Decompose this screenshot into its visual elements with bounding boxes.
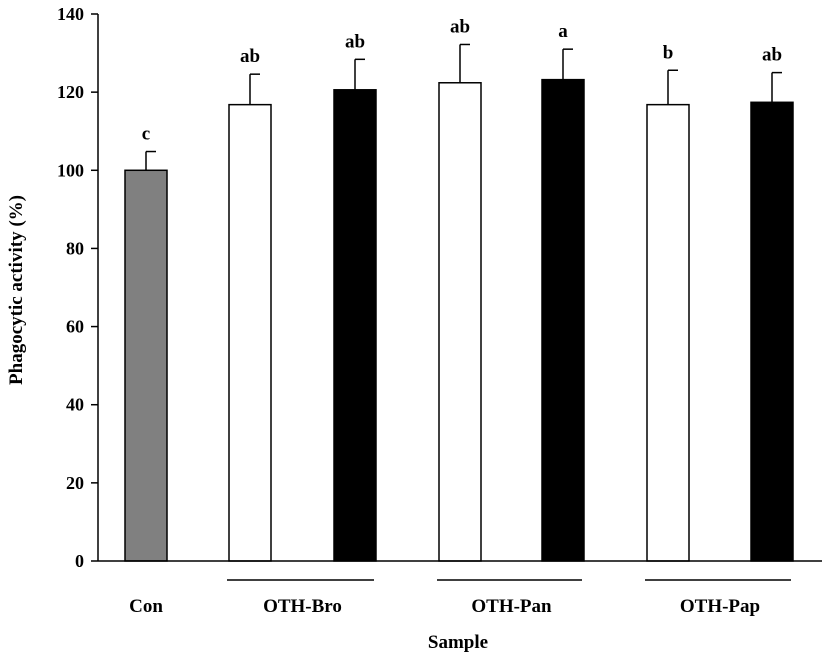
bar	[333, 89, 377, 562]
x-axis-title: Sample	[428, 632, 488, 653]
bar	[228, 103, 272, 562]
y-tick-label: 20	[66, 473, 84, 493]
significance-label: ab	[345, 31, 365, 52]
significance-label: a	[558, 21, 568, 42]
x-category-label: OTH-Pap	[680, 596, 760, 617]
y-tick-label: 120	[57, 82, 84, 102]
significance-label: c	[142, 124, 150, 145]
bar	[541, 78, 585, 562]
y-axis: 0 20 40 60 80 100 120 140	[57, 4, 99, 571]
y-tick-label: 100	[57, 160, 84, 180]
y-tick-label: 0	[75, 551, 84, 571]
y-tick-label: 80	[66, 238, 84, 258]
bar	[750, 101, 794, 562]
x-category-label: OTH-Pan	[471, 596, 552, 617]
y-axis-title: Phagocytic activity (%)	[6, 195, 27, 385]
significance-label: ab	[762, 45, 782, 66]
y-tick-label: 40	[66, 395, 84, 415]
x-category-label: Con	[129, 596, 163, 617]
bar	[124, 169, 168, 562]
x-category-label: OTH-Bro	[263, 596, 342, 617]
y-tick-label: 60	[66, 317, 84, 337]
significance-label: ab	[450, 16, 470, 37]
x-axis: Con OTH-Bro OTH-Pan OTH-Pap	[98, 560, 822, 617]
significance-label: ab	[240, 46, 260, 67]
bar	[646, 103, 690, 562]
significance-label: b	[663, 42, 674, 63]
y-tick-label: 140	[57, 4, 84, 24]
bar	[438, 82, 482, 562]
